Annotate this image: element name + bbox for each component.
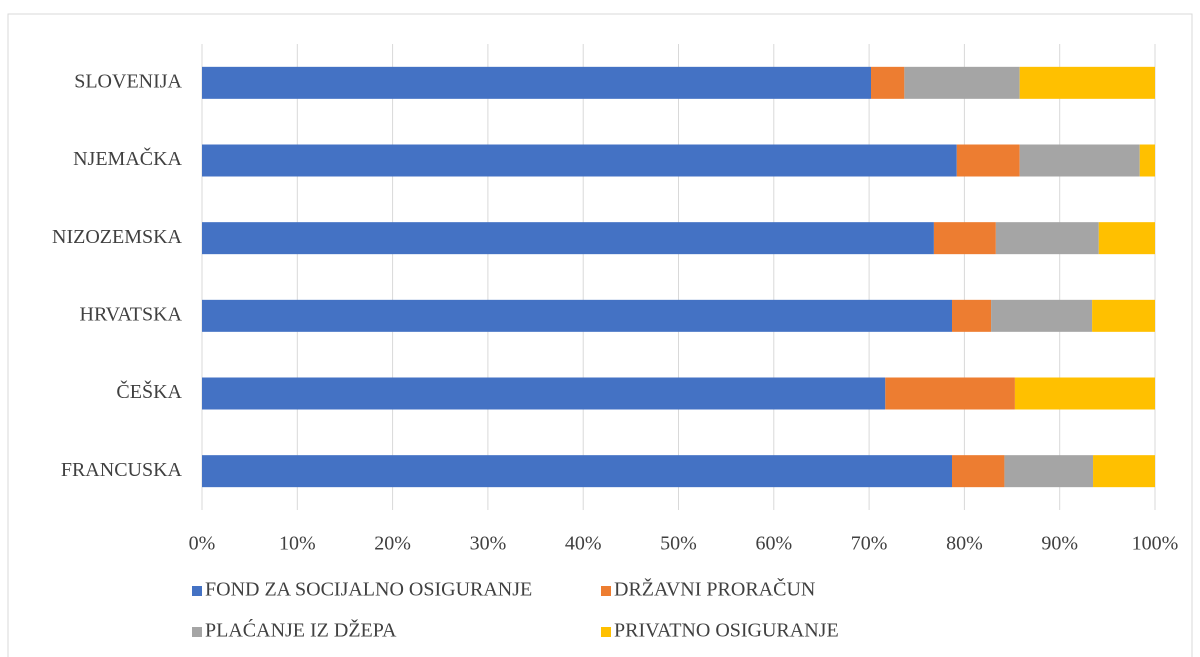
- x-tick-label: 50%: [660, 533, 697, 555]
- x-tick-label: 10%: [279, 533, 316, 555]
- x-tick-label: 80%: [946, 533, 983, 555]
- legend-label: PRIVATNO OSIGURANJE: [614, 620, 839, 642]
- bar-segment: [1004, 455, 1094, 488]
- bar-segment: [885, 377, 1015, 410]
- x-tick-label: 0%: [189, 533, 216, 555]
- bar-segment: [952, 299, 992, 332]
- x-tick-label: 20%: [374, 533, 411, 555]
- bar-segment: [1093, 455, 1155, 488]
- bar-segment: [1139, 144, 1155, 177]
- legend-label: FOND ZA SOCIJALNO OSIGURANJE: [205, 579, 532, 601]
- bar-segment: [202, 455, 953, 488]
- chart-border: [7, 13, 1193, 657]
- bar-segment: [1098, 222, 1155, 255]
- bar-segment: [1019, 144, 1140, 177]
- legend-label: PLAĆANJE IZ DŽEPA: [205, 618, 397, 642]
- bar-segment: [871, 66, 905, 99]
- x-tick-label: 30%: [470, 533, 507, 555]
- legend-label: DRŽAVNI PRORAČUN: [614, 577, 815, 601]
- x-tick-label: 100%: [1132, 533, 1179, 555]
- bar-segment: [202, 299, 953, 332]
- y-tick-label: ČEŠKA: [116, 379, 182, 403]
- bar-segment: [1019, 66, 1155, 99]
- x-tick-label: 70%: [851, 533, 888, 555]
- legend-swatch: [601, 586, 611, 596]
- legend-swatch: [601, 627, 611, 637]
- y-tick-label: FRANCUSKA: [61, 459, 183, 481]
- bar-segment: [202, 222, 934, 255]
- y-tick-label: NJEMAČKA: [73, 146, 182, 170]
- bar-segment: [1014, 377, 1155, 410]
- bar-segment: [933, 222, 996, 255]
- legend-swatch: [192, 586, 202, 596]
- bar-segment: [952, 455, 1005, 488]
- bar-segment: [202, 66, 872, 99]
- x-tick-label: 60%: [755, 533, 792, 555]
- y-tick-label: SLOVENIJA: [74, 70, 182, 92]
- bar-segment: [1092, 299, 1155, 332]
- bar-segment: [202, 377, 886, 410]
- bar-segment: [991, 299, 1093, 332]
- y-tick-label: NIZOZEMSKA: [52, 226, 183, 248]
- x-tick-label: 40%: [565, 533, 602, 555]
- x-tick-label: 90%: [1041, 533, 1078, 555]
- bar-segment: [202, 144, 957, 177]
- bar-segment: [904, 66, 1020, 99]
- y-tick-label: HRVATSKA: [80, 303, 183, 325]
- legend-swatch: [192, 627, 202, 637]
- bar-segment: [956, 144, 1020, 177]
- bar-segment: [995, 222, 1099, 255]
